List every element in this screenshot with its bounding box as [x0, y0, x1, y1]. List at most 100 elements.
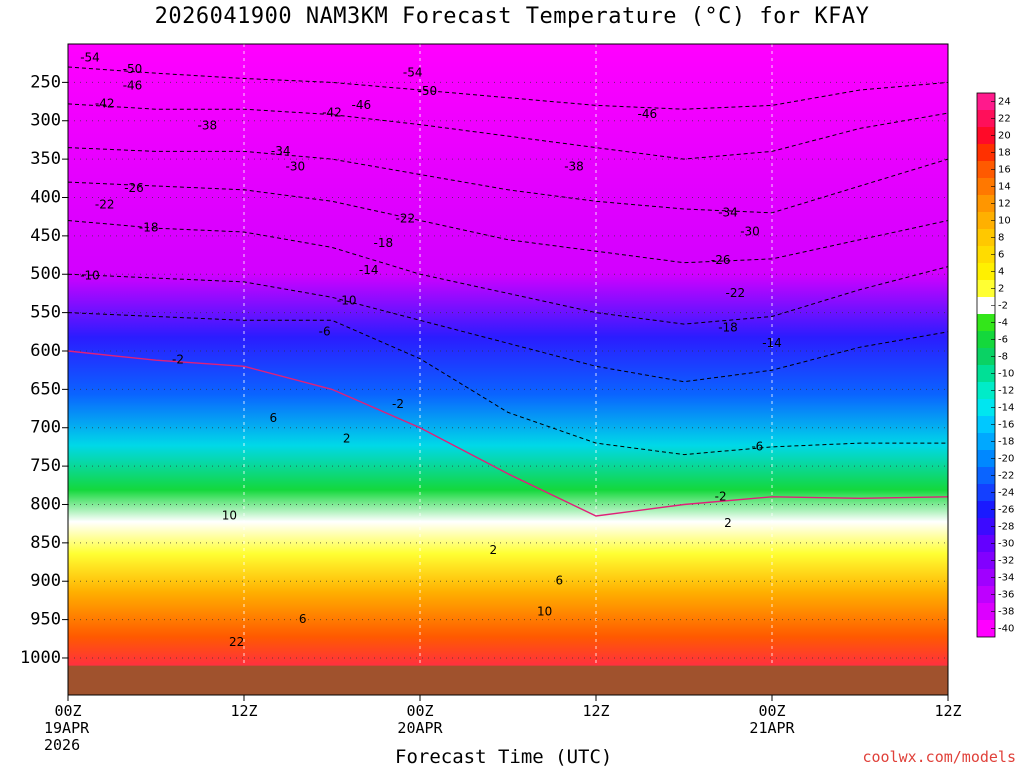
colorbar-label-4: 16 — [998, 165, 1011, 176]
contour-label-7: -26 — [124, 181, 144, 195]
colorbar-swatch-29 — [977, 586, 995, 603]
contour-label-28: -34 — [718, 205, 738, 219]
ytick-label-800: 800 — [30, 494, 61, 514]
xtick-label-2-1: 20APR — [397, 719, 443, 737]
chart-title: 2026041900 NAM3KM Forecast Temperature (… — [154, 4, 870, 29]
colorbar-swatch-0 — [977, 93, 995, 110]
colorbar-swatch-5 — [977, 178, 995, 195]
contour-label-34: -6 — [751, 439, 763, 453]
contour-label-39: 10 — [537, 604, 552, 618]
colorbar-label-20: -18 — [998, 437, 1014, 448]
contour-label-14: -2 — [172, 353, 184, 367]
colorbar-label-24: -26 — [998, 505, 1014, 516]
colorbar-label-29: -36 — [998, 590, 1014, 601]
xtick-label-5-0: 12Z — [934, 702, 961, 720]
colorbar-swatch-16 — [977, 365, 995, 382]
colorbar-label-7: 10 — [998, 216, 1011, 227]
xtick-label-0-0: 00Z — [54, 702, 81, 720]
isotherm-2 — [68, 350, 948, 517]
colorbar-swatch-15 — [977, 348, 995, 365]
contour-label-18: 10 — [222, 508, 237, 522]
colorbar-label-22: -22 — [998, 471, 1014, 482]
colorbar-swatch-18 — [977, 399, 995, 416]
xtick-label-0-2: 2026 — [44, 736, 80, 754]
colorbar-swatch-6 — [977, 195, 995, 212]
colorbar-label-21: -20 — [998, 454, 1014, 465]
ytick-label-850: 850 — [30, 533, 61, 553]
colorbar-swatch-27 — [977, 552, 995, 569]
contour-label-24: -22 — [396, 211, 416, 225]
colorbar-swatch-13 — [977, 314, 995, 331]
plot-layer: -54-50-46-42-38-34-30-26-22-18-10 -14-10-… — [68, 44, 948, 681]
ytick-label-300: 300 — [30, 111, 61, 131]
y-axis: 250 300 350 400 450 500 550 600 650 700 750 800 850 9… — [20, 72, 68, 668]
ytick-label-900: 900 — [30, 571, 61, 591]
colorbar-label-17: -12 — [998, 386, 1014, 397]
contour-label-16: 2 — [343, 432, 351, 446]
colorbar-label-15: -8 — [998, 352, 1008, 363]
colorbar-swatch-7 — [977, 212, 995, 229]
isotherm--18 — [68, 220, 948, 325]
colorbar-swatch-1 — [977, 110, 995, 127]
colorbar-swatch-25 — [977, 518, 995, 535]
isotherm--42 — [68, 103, 948, 160]
contour-label-37: 2 — [490, 543, 498, 557]
colorbar-swatch-31 — [977, 620, 995, 637]
colorbar-swatch-14 — [977, 331, 995, 348]
ground-strip — [68, 665, 948, 695]
isotherm--34 — [68, 147, 948, 214]
colorbar-swatch-19 — [977, 416, 995, 433]
contour-label-23: -42 — [322, 106, 342, 120]
contour-label-29: -30 — [740, 225, 760, 239]
colorbar-label-26: -30 — [998, 539, 1014, 550]
colorbar-swatch-24 — [977, 501, 995, 518]
contour-label-38: 6 — [556, 574, 564, 588]
contour-label-40: 6 — [299, 612, 307, 626]
colorbar-swatch-21 — [977, 450, 995, 467]
colorbar-label-16: -10 — [998, 369, 1014, 380]
contour-label-19: 22 — [229, 635, 244, 649]
colorbar-swatch-8 — [977, 229, 995, 246]
isotherm--6 — [68, 312, 948, 456]
contour-label-21: -50 — [418, 84, 438, 98]
colorbar-label-12: -2 — [998, 301, 1008, 312]
xtick-label-0-1: 19APR — [44, 719, 90, 737]
ground-fill — [68, 665, 948, 695]
colorbar-label-19: -16 — [998, 420, 1014, 431]
contour-label-8: -22 — [95, 198, 115, 212]
contour-label-15: -2 — [392, 397, 404, 411]
colorbar-swatch-10 — [977, 263, 995, 280]
contour-label-25: -18 — [374, 236, 394, 250]
ytick-label-600: 600 — [30, 341, 61, 361]
colorbar-label-30: -38 — [998, 607, 1014, 618]
colorbar-label-11: 2 — [998, 284, 1004, 295]
plot-frame — [67, 43, 949, 696]
ytick-label-250: 250 — [30, 72, 61, 92]
isotherm--50 — [68, 66, 948, 110]
xtick-label-1-0: 12Z — [230, 702, 257, 720]
contour-label-0: -54 — [80, 50, 100, 64]
contour-label-26: -38 — [564, 159, 584, 173]
colorbar-label-14: -6 — [998, 335, 1008, 346]
contour-label-3: -42 — [95, 96, 115, 110]
xtick-label-4-1: 21APR — [749, 719, 795, 737]
colorbar-swatch-9 — [977, 246, 995, 263]
colorbar-label-3: 18 — [998, 148, 1011, 159]
contour-label-5: -34 — [271, 144, 291, 158]
ytick-label-950: 950 — [30, 610, 61, 630]
xtick-label-3-0: 12Z — [582, 702, 609, 720]
colorbar-label-1: 22 — [998, 114, 1011, 125]
colorbar-label-2: 20 — [998, 131, 1011, 142]
ytick-label-750: 750 — [30, 456, 61, 476]
colorbar-label-18: -14 — [998, 403, 1014, 414]
contour-label-22: -46 — [352, 98, 372, 112]
colorbar-swatch-3 — [977, 144, 995, 161]
contour-label-6: -30 — [286, 159, 306, 173]
colorbar-label-6: 12 — [998, 199, 1011, 210]
ytick-label-450: 450 — [30, 226, 61, 246]
contour-label-11: -14 — [359, 263, 379, 277]
contour-label-1: -50 — [123, 62, 143, 76]
colorbar-swatch-12 — [977, 297, 995, 314]
colorbar-swatch-2 — [977, 127, 995, 144]
